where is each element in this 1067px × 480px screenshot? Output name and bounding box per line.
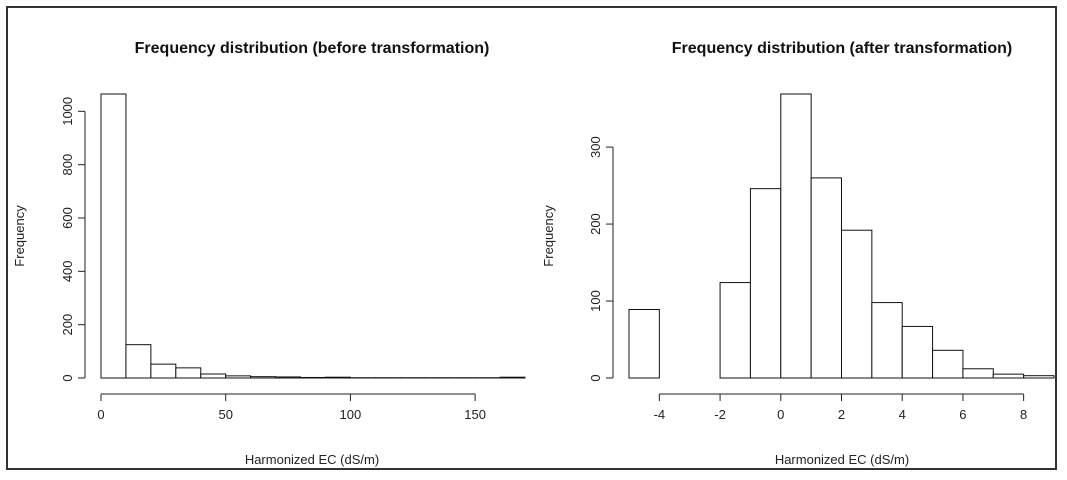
histogram-bar — [499, 376, 526, 379]
y-tick-label: 600 — [60, 207, 75, 229]
histogram-bar — [1023, 375, 1055, 379]
x-tick-label: 0 — [777, 407, 784, 422]
histogram-bar — [901, 325, 934, 379]
histogram-bar — [324, 376, 351, 379]
histogram-bar — [932, 349, 964, 379]
x-tick-label: 50 — [218, 407, 232, 422]
histogram-bar — [871, 302, 903, 379]
histogram-bar — [780, 93, 812, 379]
y-tick-label: 0 — [60, 374, 75, 381]
x-axis-label-after: Harmonized EC (dS/m) — [775, 452, 909, 467]
histogram-bar — [275, 376, 302, 379]
y-axis-after: 0 100 200 300 — [588, 136, 614, 382]
x-tick-label: 100 — [340, 407, 362, 422]
bars-after — [628, 93, 1055, 379]
y-tick-label: 800 — [60, 154, 75, 176]
chart-panel-after: Frequency distribution (after transforma… — [541, 40, 1055, 467]
x-axis-before: 0 50 100 150 — [97, 393, 486, 422]
x-tick-label: 0 — [97, 407, 104, 422]
y-tick-label: 300 — [588, 136, 603, 158]
y-tick-label: 400 — [60, 260, 75, 282]
histogram-bar — [200, 373, 227, 379]
histogram-bar — [175, 367, 202, 379]
y-tick-label: 200 — [588, 213, 603, 235]
histogram-bar — [749, 188, 782, 379]
histogram-bar — [992, 373, 1025, 379]
histogram-bar — [100, 93, 127, 379]
x-tick-label: 8 — [1020, 407, 1027, 422]
y-tick-label: 0 — [588, 374, 603, 381]
bars-before — [100, 93, 526, 379]
y-tick-label: 1000 — [60, 97, 75, 126]
x-axis-after: -4 -2 0 2 4 6 8 — [654, 393, 1027, 422]
y-tick-label: 200 — [60, 314, 75, 336]
histogram-bar — [628, 309, 660, 379]
x-tick-label: 150 — [464, 407, 486, 422]
x-tick-label: 6 — [959, 407, 966, 422]
y-axis-label-before: Frequency — [12, 205, 27, 267]
histogram-bar — [810, 177, 843, 379]
histogram-bar — [962, 368, 994, 379]
y-axis-label-after: Frequency — [541, 205, 556, 267]
x-axis-label-before: Harmonized EC (dS/m) — [245, 452, 379, 467]
chart-title-before: Frequency distribution (before transform… — [135, 40, 490, 57]
histogram-bar — [841, 229, 873, 379]
histogram-bar — [125, 344, 152, 379]
histogram-bar — [225, 375, 252, 379]
x-tick-label: 2 — [838, 407, 845, 422]
chart-title-after: Frequency distribution (after transforma… — [672, 40, 1012, 57]
histogram-bar — [300, 376, 326, 379]
x-tick-label: -2 — [714, 407, 726, 422]
histogram-bar — [719, 282, 751, 379]
chart-panel-before: Frequency distribution (before transform… — [12, 40, 526, 467]
x-tick-label: -4 — [654, 407, 666, 422]
y-axis-before: 0 200 400 600 800 1000 — [60, 97, 86, 382]
y-tick-label: 100 — [588, 290, 603, 312]
histogram-bar — [250, 376, 277, 379]
x-tick-label: 4 — [899, 407, 906, 422]
figure-frame — [6, 6, 1057, 470]
histogram-bar — [150, 363, 177, 379]
